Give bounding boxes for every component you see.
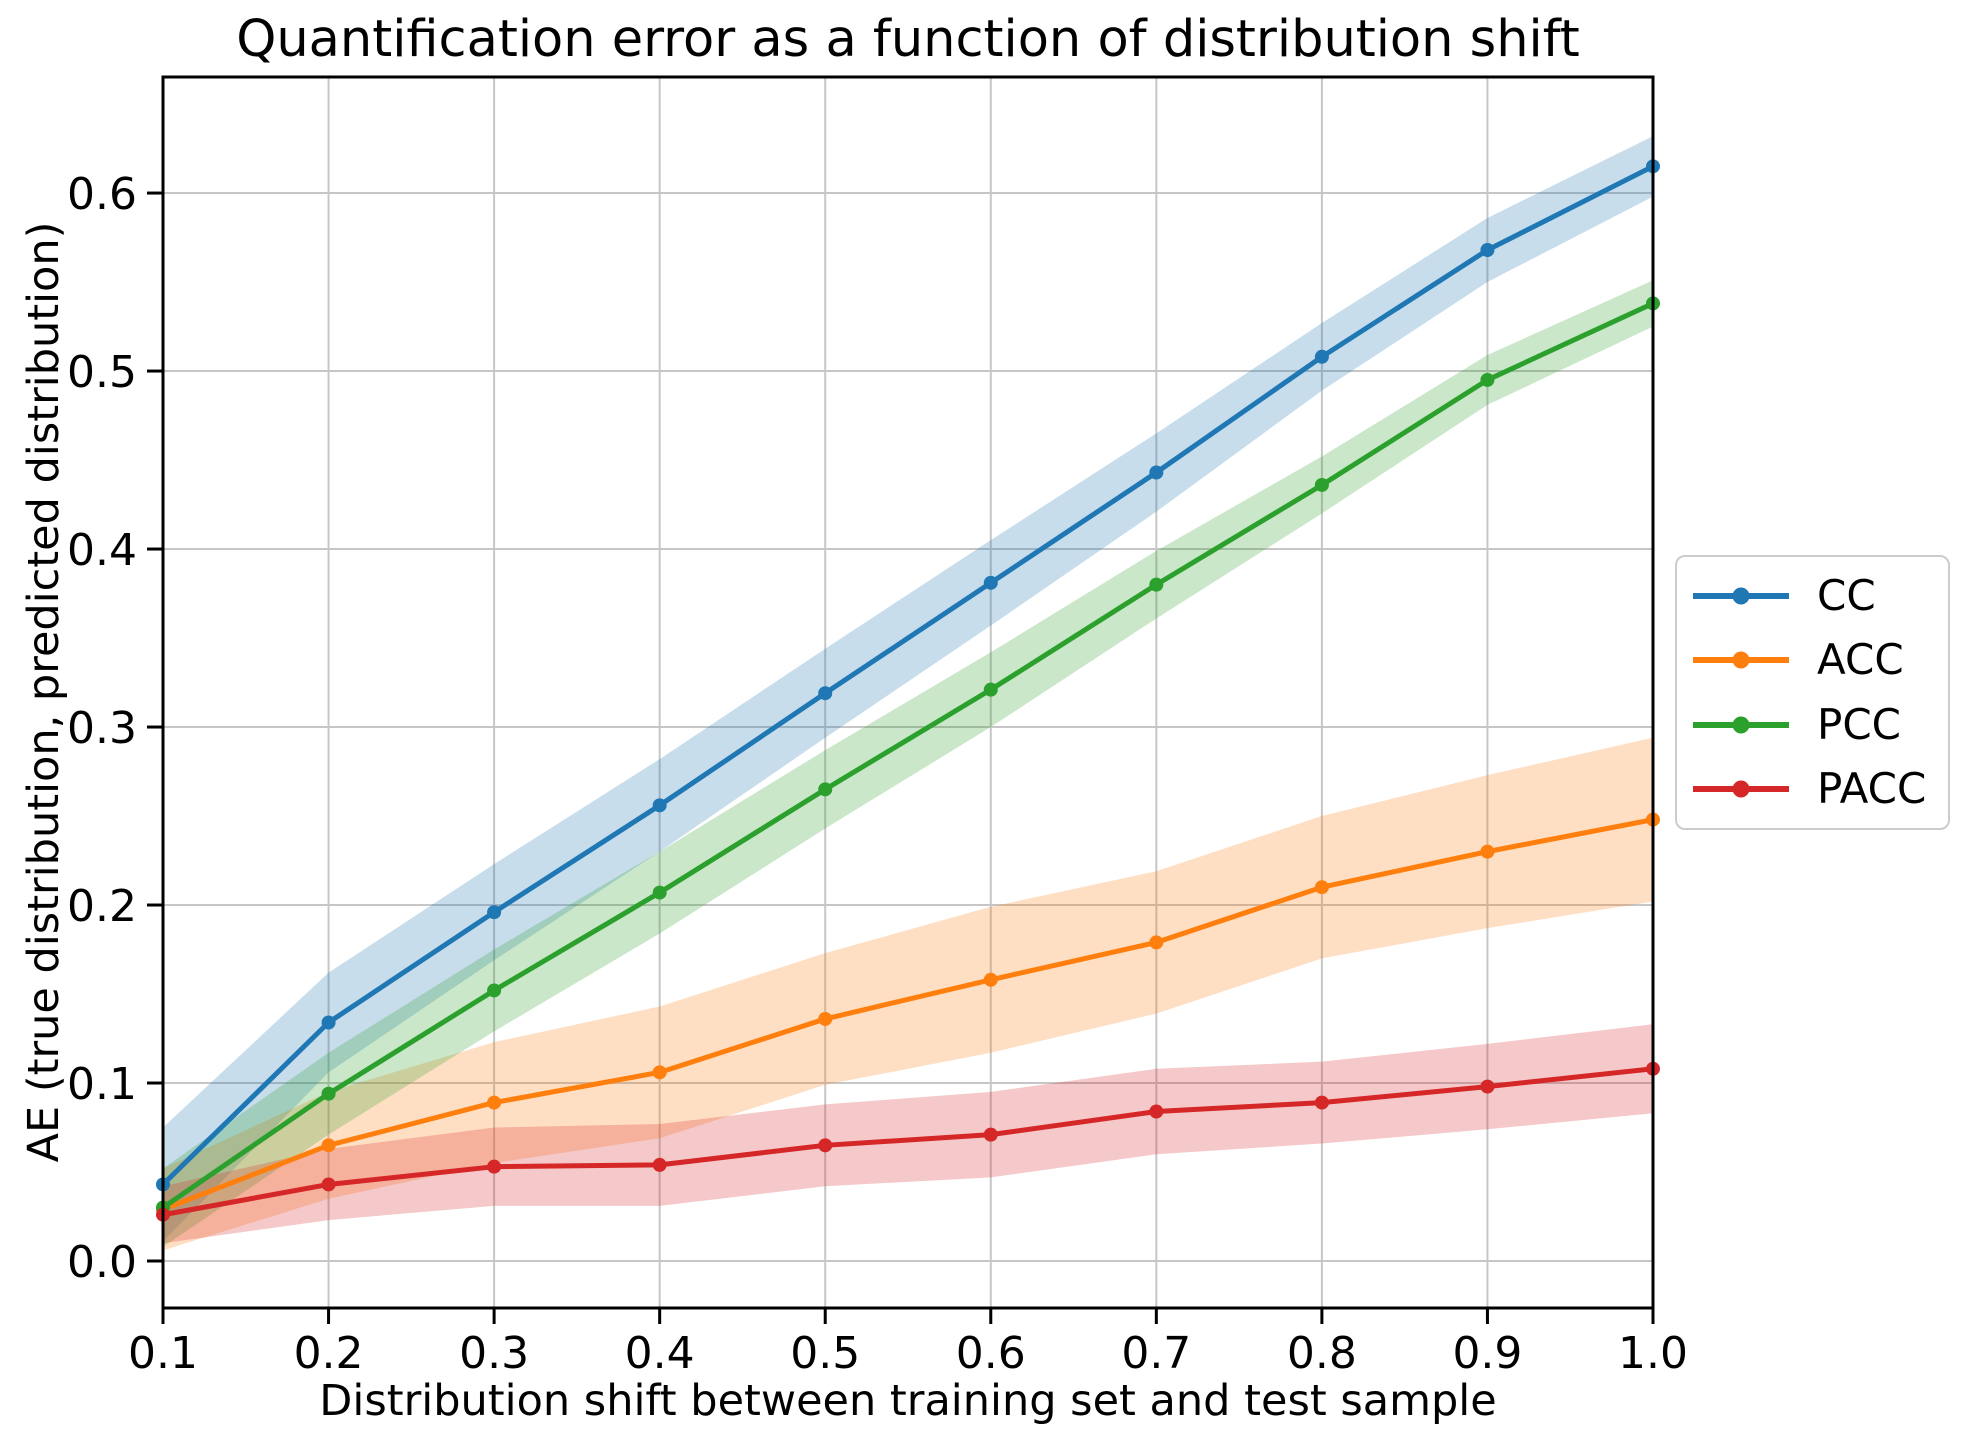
data-point-acc (983, 972, 998, 987)
legend-label: CC (1817, 571, 1876, 621)
y-tick-label: 0.4 (67, 525, 137, 576)
data-point-cc (487, 905, 502, 920)
chart-title: Quantification error as a function of di… (236, 10, 1580, 69)
data-point-cc (652, 798, 667, 813)
series-band-cc (163, 136, 1653, 1242)
data-point-cc (983, 575, 998, 590)
data-point-acc (321, 1138, 336, 1153)
y-axis-label: AE (true distribution, predicted distrib… (19, 221, 69, 1163)
data-point-cc (818, 686, 833, 701)
x-tick-label: 0.6 (956, 1328, 1026, 1379)
series-band-acc (163, 737, 1653, 1251)
data-point-acc (1480, 844, 1495, 859)
legend: CC ACC PCC PACC (1675, 555, 1950, 830)
x-tick-label: 0.3 (459, 1328, 529, 1379)
x-tick-label: 0.1 (128, 1328, 198, 1379)
x-tick-label: 0.8 (1287, 1328, 1357, 1379)
x-tick-label: 0.7 (1121, 1328, 1191, 1379)
data-point-pacc (487, 1159, 502, 1174)
x-tick-label: 0.4 (625, 1328, 695, 1379)
data-point-cc (321, 1015, 336, 1030)
data-point-pacc (818, 1138, 833, 1153)
legend-label: PCC (1817, 699, 1901, 749)
legend-line-acc-icon (1693, 651, 1789, 669)
series-line-pacc (160, 1066, 1656, 1218)
series-band-pacc (163, 1024, 1653, 1244)
legend-label: PACC (1817, 763, 1927, 813)
x-tick-label: 0.9 (1452, 1328, 1522, 1379)
data-point-pacc (983, 1127, 998, 1142)
data-point-acc (818, 1011, 833, 1026)
legend-entry-acc: ACC (1693, 639, 1948, 681)
data-point-pcc (1149, 577, 1164, 592)
series-line-acc (160, 817, 1656, 1212)
x-axis-label: Distribution shift between training set … (319, 1376, 1497, 1426)
data-point-cc (1149, 465, 1164, 480)
legend-line-cc-icon (1693, 587, 1789, 605)
data-point-pcc (487, 983, 502, 998)
x-tick-label: 1.0 (1618, 1328, 1688, 1379)
y-tick-label: 0.6 (67, 169, 137, 220)
data-point-pcc (1314, 477, 1329, 492)
legend-line-pcc-icon (1693, 716, 1789, 734)
legend-entry-pcc: PCC (1693, 699, 1948, 749)
legend-entry-cc: CC (1693, 575, 1948, 617)
data-point-acc (487, 1095, 502, 1110)
data-point-cc (1314, 349, 1329, 364)
data-point-pacc (1149, 1104, 1164, 1119)
data-point-acc (652, 1065, 667, 1080)
data-point-pacc (652, 1157, 667, 1172)
data-point-cc (1480, 243, 1495, 258)
data-point-pacc (1314, 1095, 1329, 1110)
data-point-pcc (983, 682, 998, 697)
y-tick-label: 0.5 (67, 347, 137, 398)
series-band-pcc (163, 280, 1653, 1247)
data-point-pcc (321, 1086, 336, 1101)
data-point-acc (1314, 880, 1329, 895)
data-point-acc (1149, 935, 1164, 950)
data-point-pcc (652, 885, 667, 900)
legend-line-pacc-icon (1693, 780, 1789, 798)
legend-label: ACC (1817, 635, 1904, 685)
series-line-cc (160, 163, 1656, 1187)
y-tick-label: 0.0 (67, 1237, 137, 1288)
y-tick-label: 0.1 (67, 1059, 137, 1110)
axes-spines (161, 75, 1655, 1310)
x-tick-label: 0.5 (790, 1328, 860, 1379)
x-tick-label: 0.2 (294, 1328, 364, 1379)
y-tick-label: 0.2 (67, 881, 137, 932)
series-line-pcc (160, 300, 1656, 1211)
legend-entry-pacc: PACC (1693, 763, 1948, 813)
data-point-pcc (1480, 372, 1495, 387)
data-point-pacc (1480, 1079, 1495, 1094)
y-tick-label: 0.3 (67, 703, 137, 754)
data-point-pcc (818, 782, 833, 797)
data-point-pacc (321, 1177, 336, 1192)
